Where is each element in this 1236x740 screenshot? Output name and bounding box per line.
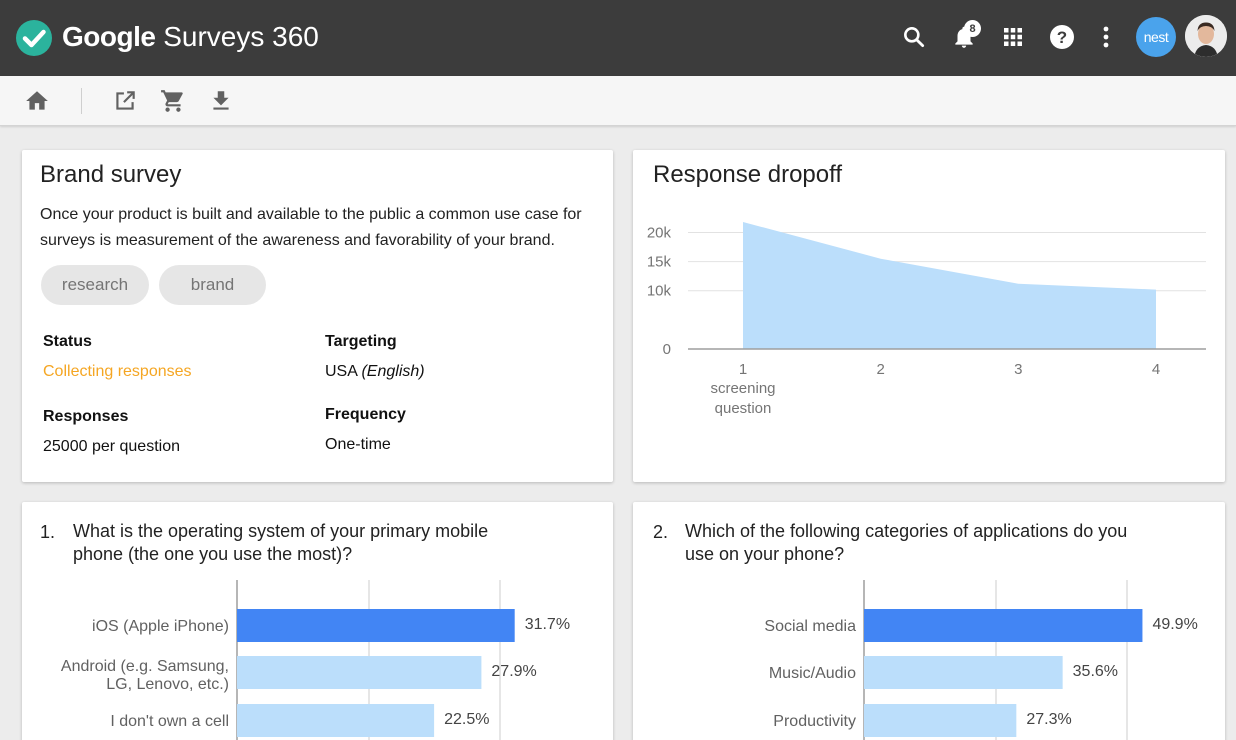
- bar: [864, 704, 1017, 737]
- download-icon[interactable]: [206, 86, 236, 116]
- app-title[interactable]: Google Surveys 360: [62, 20, 319, 54]
- bar-value-label: 31.7%: [525, 616, 570, 633]
- y-tick-label: 0: [663, 341, 671, 358]
- category-label: LG, Lenovo, etc.): [106, 676, 229, 693]
- category-label: Social media: [764, 618, 856, 635]
- y-tick-label: 20k: [647, 224, 672, 241]
- apps-icon[interactable]: [996, 20, 1030, 54]
- bar-value-label: 49.9%: [1152, 616, 1197, 633]
- bar: [237, 656, 482, 689]
- y-tick-label: 10k: [647, 283, 672, 300]
- question-1-text: What is the operating system of your pri…: [73, 521, 489, 564]
- status-label: Status: [43, 333, 92, 350]
- x-tick-label: 2: [876, 361, 884, 378]
- brand-google: Google: [62, 21, 156, 52]
- bar-value-label: 27.9%: [491, 663, 536, 680]
- help-icon[interactable]: ?: [1045, 20, 1079, 54]
- app-bar: Google Surveys 360 8 ? nest: [0, 0, 1236, 76]
- category-label: Productivity: [773, 713, 856, 730]
- question-2-chart: 49.9% Social media 35.6% Music/Audio 27.3% Pr…: [764, 580, 1198, 740]
- x-tick-sublabel: screening: [710, 380, 775, 397]
- question-2-number: 2.: [653, 522, 669, 542]
- svg-text:?: ?: [1057, 28, 1067, 47]
- question-2-text: Which of the following categories of app…: [685, 521, 1128, 564]
- bar-value-label: 35.6%: [1073, 663, 1118, 680]
- response-dropoff-title: Response dropoff: [653, 161, 843, 188]
- bar: [237, 609, 515, 642]
- user-avatar[interactable]: [1185, 15, 1227, 57]
- category-label: iOS (Apple iPhone): [92, 618, 229, 635]
- notification-count-badge: 8: [964, 20, 981, 37]
- category-label: I don't own a cell: [110, 713, 229, 730]
- home-icon[interactable]: [22, 86, 52, 116]
- targeting-country: USA: [325, 363, 358, 380]
- targeting-value: USA (English): [325, 363, 425, 381]
- x-tick-sublabel: question: [715, 400, 772, 417]
- brand-product: Surveys 360: [155, 21, 319, 52]
- nest-account-avatar[interactable]: nest: [1136, 17, 1176, 57]
- tag-chip-research[interactable]: research: [41, 265, 149, 305]
- response-dropoff-chart: 0 10k 15k 20k 1 2 3 4 screening question: [647, 221, 1206, 417]
- brand-survey-title: Brand survey: [40, 161, 182, 188]
- bar: [864, 656, 1063, 689]
- x-tick-label: 4: [1152, 361, 1160, 378]
- bar-value-label: 22.5%: [444, 711, 489, 728]
- toolbar-divider: [81, 88, 82, 114]
- frequency-label: Frequency: [325, 406, 406, 423]
- responses-label: Responses: [43, 408, 129, 425]
- response-dropoff-card: Response dropoff 0 10k 15k 20k 1 2 3 4 screening…: [633, 150, 1225, 482]
- status-value: Collecting responses: [43, 363, 192, 380]
- surveys-logo-icon[interactable]: [16, 20, 52, 56]
- responses-value: 25000 per question: [43, 438, 180, 455]
- brand-survey-card: Brand survey Once your product is built …: [22, 150, 613, 482]
- bar-value-label: 27.3%: [1026, 711, 1071, 728]
- question-1-chart: 31.7% iOS (Apple iPhone) 27.9% Android (e.g…: [61, 580, 570, 740]
- open-in-new-icon[interactable]: [110, 86, 140, 116]
- survey-description: Once your product is built and available…: [40, 206, 582, 249]
- shopping-cart-icon[interactable]: [158, 86, 188, 116]
- tag-chip-brand[interactable]: brand: [159, 265, 266, 305]
- toolbar: [0, 76, 1236, 126]
- notifications-icon[interactable]: 8: [947, 20, 981, 54]
- frequency-value: One-time: [325, 436, 391, 453]
- bar: [237, 704, 435, 737]
- search-icon[interactable]: [897, 20, 931, 54]
- more-vert-icon[interactable]: [1089, 20, 1123, 54]
- category-label: Music/Audio: [769, 665, 856, 682]
- targeting-label: Targeting: [325, 333, 397, 350]
- question-1-card: 1. What is the operating system of your …: [22, 502, 613, 740]
- dropoff-area: [743, 221, 1156, 349]
- question-1-number: 1.: [40, 522, 56, 542]
- x-tick-label: 3: [1014, 361, 1022, 378]
- x-tick-label: 1: [739, 361, 747, 378]
- targeting-language: (English): [361, 363, 425, 380]
- y-tick-label: 15k: [647, 254, 672, 271]
- bar: [864, 609, 1143, 642]
- question-2-card: 2. Which of the following categories of …: [633, 502, 1225, 740]
- category-label: Android (e.g. Samsung,: [61, 658, 229, 675]
